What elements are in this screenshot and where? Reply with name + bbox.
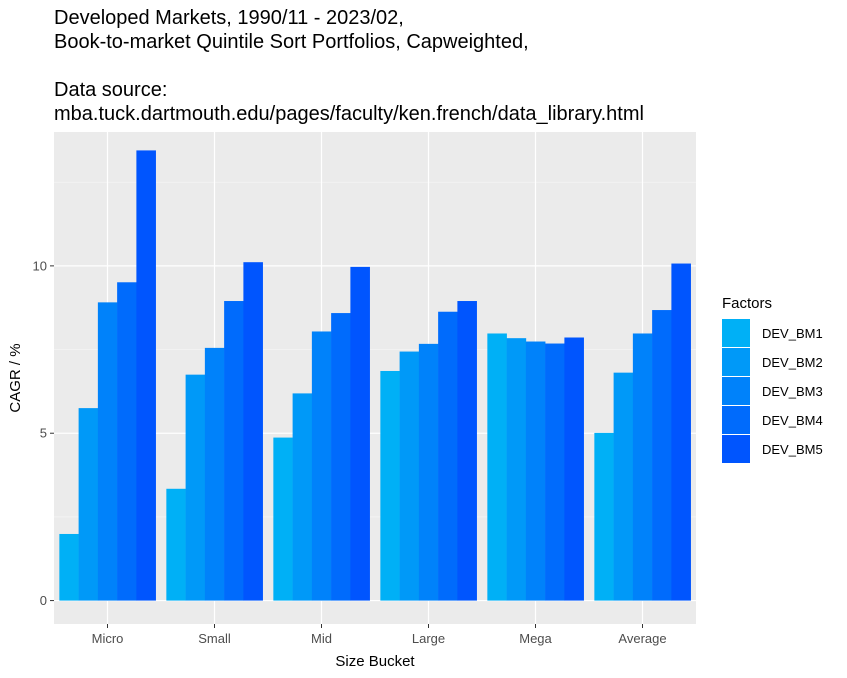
y-axis-ticks: 0 5 10 (33, 258, 54, 608)
bar-dev-bm1-micro (59, 533, 79, 601)
legend-key-dev-bm1 (722, 319, 750, 347)
bar-dev-bm2-large (399, 351, 420, 601)
legend-title: Factors (722, 295, 772, 312)
bar-dev-bm1-mid (273, 437, 293, 601)
y-tick-label: 0 (40, 593, 47, 608)
x-tick-label: Mid (311, 631, 332, 646)
bar-dev-bm4-mid (331, 313, 351, 601)
legend-label-dev-bm1: DEV_BM1 (762, 326, 823, 341)
bar-dev-bm5-micro (136, 150, 156, 601)
bar-dev-bm3-mega (525, 341, 546, 601)
y-tick-label: 10 (33, 258, 47, 273)
x-axis-title: Size Bucket (335, 653, 415, 670)
legend-label-dev-bm5: DEV_BM5 (762, 442, 823, 457)
bar-dev-bm3-micro (97, 302, 118, 601)
bar-dev-bm3-average (632, 333, 653, 601)
bar-dev-bm2-average (613, 372, 634, 601)
legend-key-dev-bm5 (722, 435, 750, 463)
title-line-5: mba.tuck.dartmouth.edu/pages/faculty/ken… (54, 103, 644, 125)
x-tick-label: Mega (519, 631, 552, 646)
bar-dev-bm5-mid (350, 266, 370, 601)
bar-dev-bm2-mega (506, 338, 527, 601)
legend-key-dev-bm4 (722, 406, 750, 434)
x-tick-label: Large (412, 631, 445, 646)
bar-dev-bm3-large (418, 343, 439, 601)
bar-dev-bm1-small (166, 488, 186, 601)
bar-dev-bm5-large (457, 301, 477, 601)
legend-label-dev-bm2: DEV_BM2 (762, 355, 823, 370)
bar-dev-bm5-average (671, 263, 691, 601)
bar-dev-bm5-small (243, 262, 263, 601)
y-axis-title: CAGR / % (7, 343, 24, 412)
x-tick-label: Average (618, 631, 666, 646)
title-line-1: Developed Markets, 1990/11 - 2023/02, (54, 7, 404, 29)
legend-key-dev-bm3 (722, 377, 750, 405)
legend-key-dev-bm2 (722, 348, 750, 376)
bar-dev-bm4-mega (545, 343, 565, 601)
bar-dev-bm4-average (652, 310, 672, 601)
legend-label-dev-bm4: DEV_BM4 (762, 413, 823, 428)
bar-dev-bm2-micro (78, 408, 99, 601)
title-line-4: Data source: (54, 79, 168, 101)
title-line-2: Book-to-market Quintile Sort Portfolios,… (54, 31, 529, 53)
bar-dev-bm1-average (594, 432, 614, 601)
chart-title: Developed Markets, 1990/11 - 2023/02, Bo… (54, 6, 644, 126)
bar-dev-bm2-mid (292, 393, 313, 601)
bar-dev-bm3-mid (311, 331, 332, 601)
plot-panel (54, 132, 696, 624)
legend-label-dev-bm3: DEV_BM3 (762, 384, 823, 399)
bar-dev-bm2-small (185, 374, 206, 601)
bar-dev-bm1-mega (487, 333, 507, 601)
bar-dev-bm5-mega (564, 337, 584, 601)
legend: Factors DEV_BM1 DEV_BM2 DEV_BM3 DEV_BM4 DEV_… (722, 295, 823, 463)
bar-dev-bm4-large (438, 311, 458, 601)
bar-dev-bm4-micro (117, 282, 137, 601)
bar-dev-bm3-small (204, 347, 225, 601)
x-axis-ticks: Micro Small Mid Large Mega Average (92, 624, 667, 646)
bar-dev-bm1-large (380, 370, 400, 601)
bars (59, 150, 691, 601)
y-tick-label: 5 (40, 426, 47, 441)
bar-dev-bm4-small (224, 301, 244, 601)
x-tick-label: Micro (92, 631, 124, 646)
x-tick-label: Small (198, 631, 231, 646)
